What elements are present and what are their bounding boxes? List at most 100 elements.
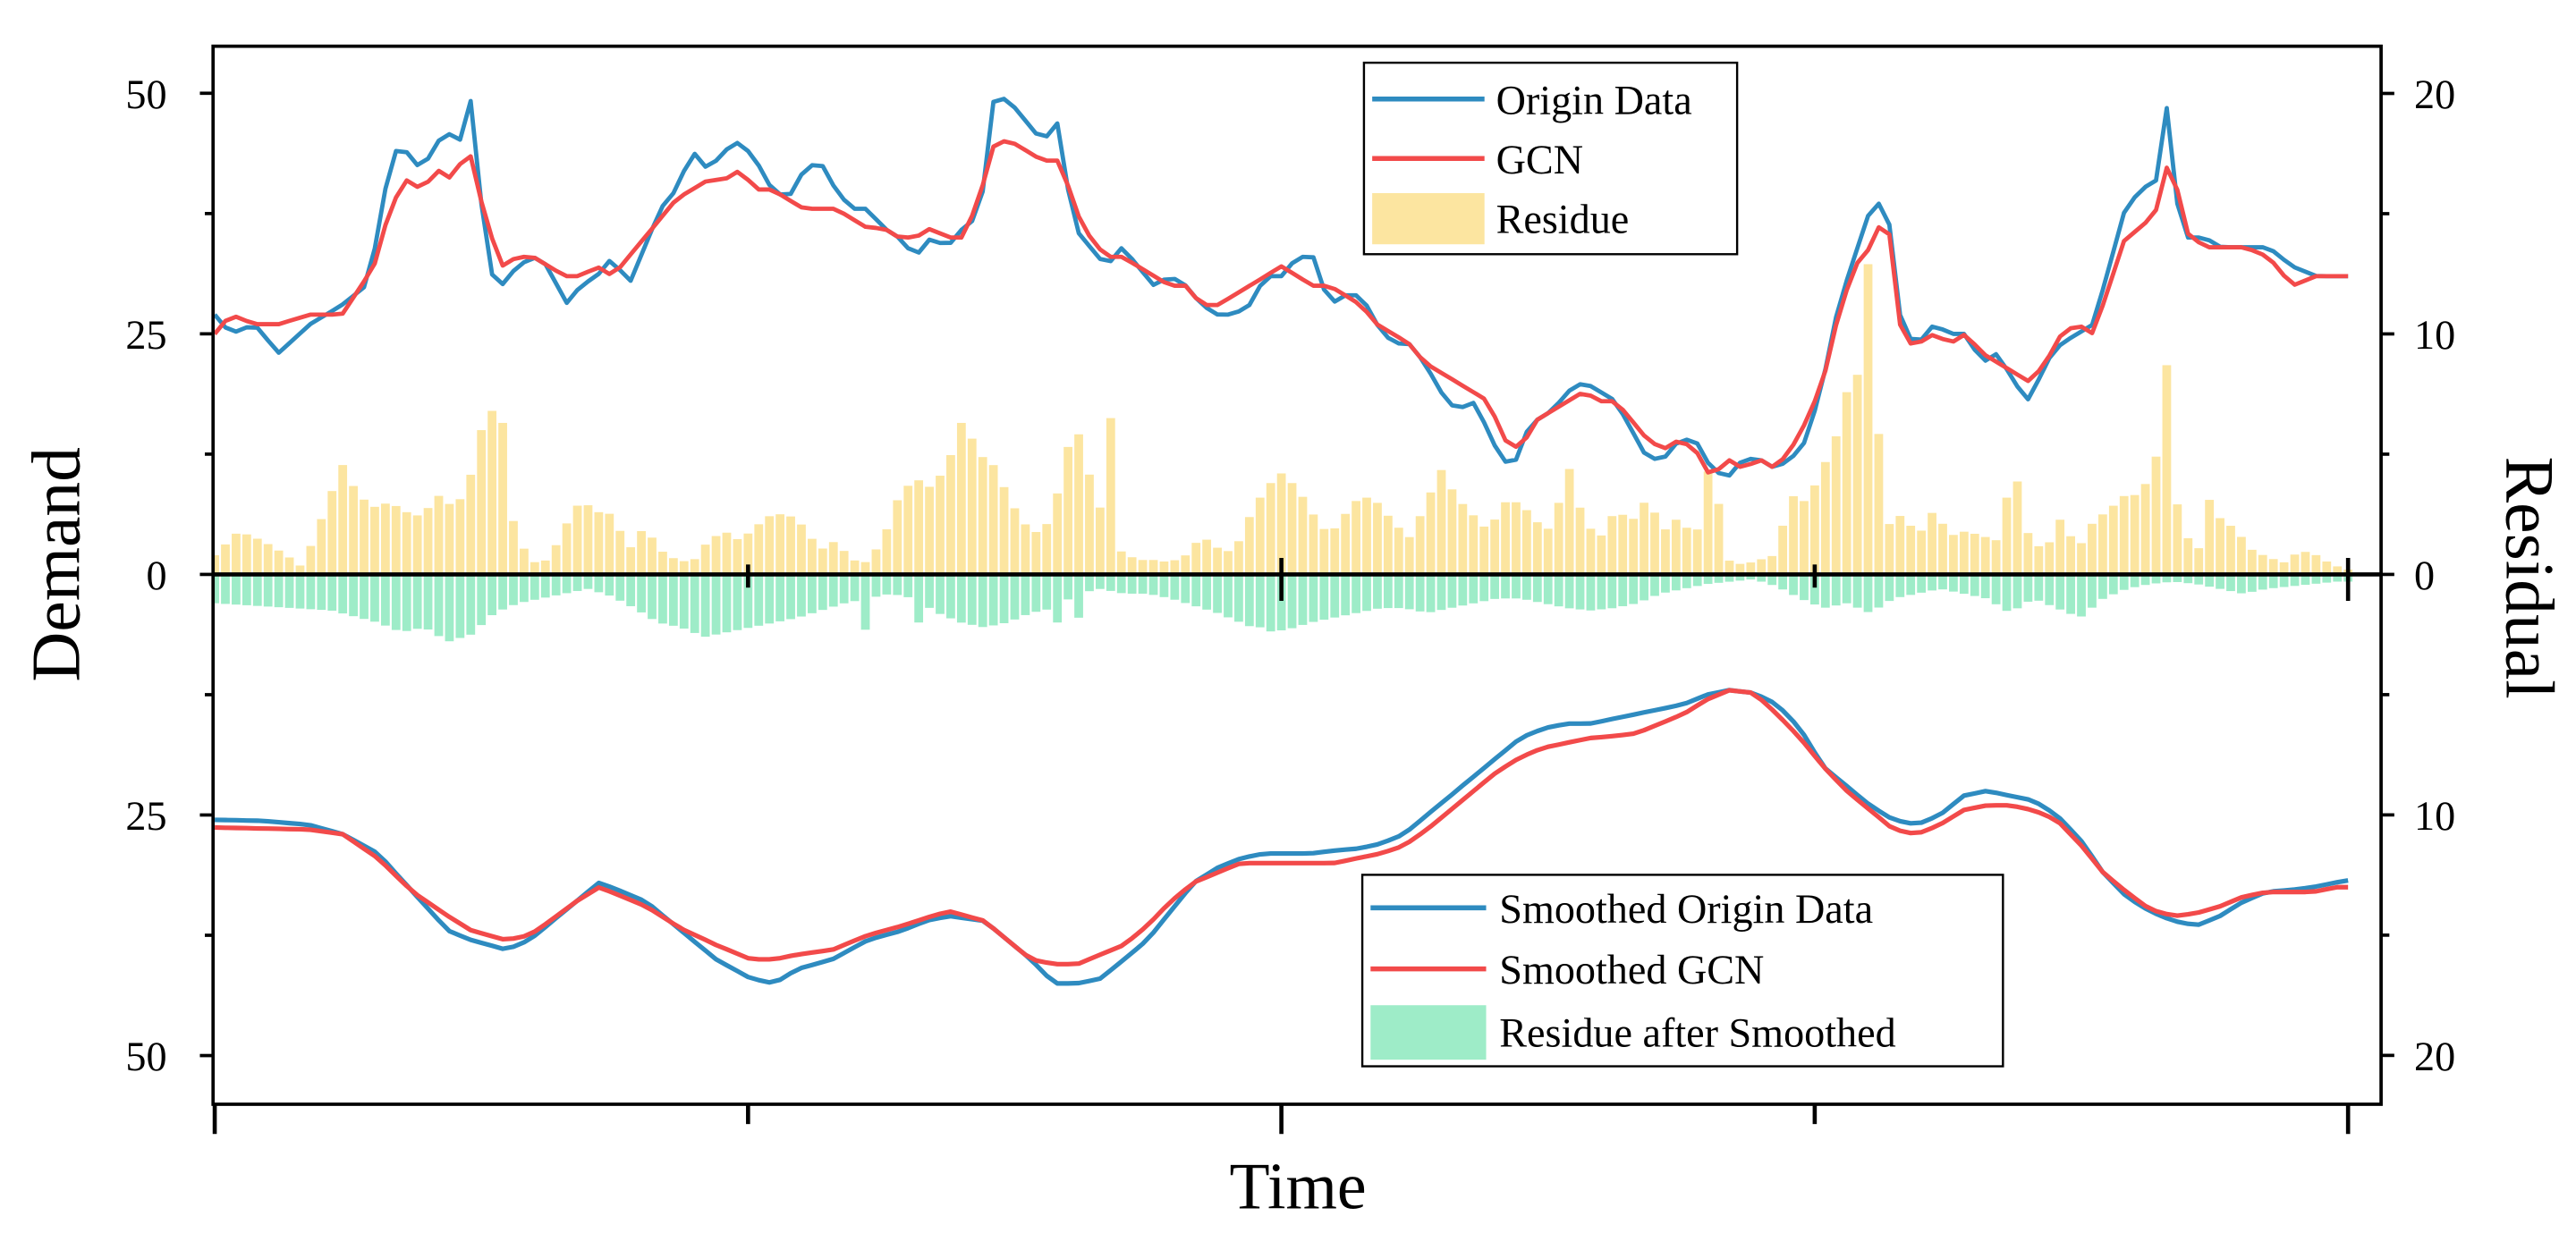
- residue-bar: [434, 495, 444, 575]
- residue-smoothed-bar: [349, 576, 358, 617]
- residue-smoothed-bar: [530, 576, 539, 600]
- residue-smoothed-bar: [1042, 576, 1052, 610]
- residue-smoothed-bar: [658, 576, 667, 624]
- residue-bar: [1906, 526, 1916, 575]
- residue-smoothed-bar: [1874, 576, 1884, 608]
- residue-smoothed-bar: [818, 576, 827, 611]
- residue-smoothed-bar: [498, 576, 507, 610]
- residue-smoothed-bar: [775, 576, 785, 621]
- residue-bar: [648, 537, 657, 575]
- residue-smoothed-bar: [2279, 576, 2289, 587]
- residue-bar: [445, 503, 454, 575]
- residue-smoothed-bar: [914, 576, 924, 623]
- residue-smoothed-bar: [263, 576, 273, 607]
- residue-smoothed-bar: [1074, 576, 1083, 618]
- residue-bar: [594, 511, 604, 575]
- residue-smoothed-bar: [936, 576, 945, 614]
- residue-smoothed-bar: [2162, 576, 2172, 583]
- legend-residue-swatch: [1372, 192, 1485, 245]
- residue-bar: [1852, 375, 1862, 575]
- residue-smoothed-bar: [1490, 576, 1500, 599]
- residue-bar: [1490, 519, 1500, 575]
- right-tick-label: 20: [2414, 1034, 2455, 1079]
- residue-bar: [349, 486, 358, 575]
- residue-bar: [380, 503, 390, 575]
- residue-bar: [551, 545, 561, 575]
- residue-bar: [2268, 559, 2278, 575]
- residue-bar: [1181, 555, 1191, 575]
- residue-smoothed-bar: [1244, 576, 1254, 627]
- residue-bar: [2034, 545, 2044, 575]
- residue-bar: [828, 542, 838, 575]
- residue-smoothed-bar: [871, 576, 881, 597]
- residue-bar: [1980, 536, 1990, 575]
- residue-smoothed-bar: [1415, 576, 1425, 612]
- residue-smoothed-bar: [455, 576, 465, 638]
- residue-smoothed-bar: [391, 576, 401, 630]
- residue-smoothed-bar: [540, 576, 550, 598]
- residue-bar: [509, 520, 518, 575]
- residue-bar: [1661, 529, 1670, 575]
- residue-bar: [2130, 494, 2140, 575]
- residue-bar: [487, 410, 497, 575]
- residue-smoothed-bar: [1458, 576, 1468, 606]
- residue-smoothed-bar: [1831, 576, 1841, 606]
- residue-smoothed-bar: [2173, 576, 2182, 582]
- residue-bar: [2183, 537, 2193, 575]
- residue-bar: [1469, 515, 1479, 575]
- left-tick-label: 50: [125, 1034, 166, 1079]
- residue-bar: [1938, 523, 1947, 575]
- residue-bar: [722, 532, 732, 575]
- residue-bar: [2258, 554, 2267, 575]
- residue-smoothed-bar: [2045, 576, 2055, 605]
- residue-smoothed-bar: [1895, 576, 1905, 597]
- residue-smoothed-bar: [2237, 576, 2246, 594]
- left-tick-label: 25: [125, 793, 166, 839]
- residue-bar: [2077, 543, 2086, 575]
- residue-smoothed-bar: [893, 576, 902, 595]
- residue-smoothed-bar: [423, 576, 433, 630]
- residue-smoothed-bar: [1842, 576, 1852, 604]
- residue-bar: [1618, 514, 1628, 575]
- residue-smoothed-bar: [850, 576, 860, 602]
- residue-smoothed-bar: [1266, 576, 1275, 632]
- residue-smoothed-bar: [797, 576, 806, 617]
- residue-bar: [786, 516, 795, 575]
- residue-bar: [2279, 562, 2289, 575]
- residue-bar: [626, 547, 636, 575]
- residue-bar: [1586, 528, 1596, 575]
- residue-smoothed-bar: [1469, 576, 1479, 604]
- residue-bar: [1597, 535, 1606, 575]
- residue-smoothed-bar: [1607, 576, 1617, 609]
- residue-smoothed-bar: [1352, 576, 1360, 613]
- residue-bar: [925, 486, 934, 575]
- legend-top: Origin Data GCN Residue: [1362, 61, 1739, 256]
- residue-bar: [1010, 508, 1020, 575]
- residue-smoothed-bar: [1426, 576, 1436, 612]
- y-axis-label-left: Demand: [18, 447, 95, 682]
- residue-bar: [1714, 503, 1724, 575]
- residue-bar: [1778, 525, 1788, 575]
- residue-bar: [498, 422, 507, 575]
- legend-residue-smoothed-swatch: [1370, 1005, 1487, 1060]
- residue-smoothed-bar: [882, 576, 892, 595]
- residue-bar: [572, 505, 582, 575]
- residue-bar: [808, 538, 817, 575]
- residue-smoothed-bar: [1778, 576, 1788, 590]
- residue-bar: [1885, 524, 1894, 575]
- residue-smoothed-bar: [445, 576, 454, 642]
- residue-bar: [1309, 514, 1318, 575]
- residue-bar: [1362, 497, 1371, 575]
- left-tick-label: 0: [146, 553, 166, 598]
- residue-smoothed-bar: [1917, 576, 1927, 593]
- residue-bar: [1404, 536, 1414, 575]
- residue-bar: [1021, 524, 1030, 575]
- residue-bar: [1415, 516, 1425, 575]
- residue-bar: [338, 465, 348, 575]
- residue-smoothed-bar: [2183, 576, 2193, 584]
- residue-bar: [1863, 264, 1873, 575]
- residue-bar: [690, 559, 699, 575]
- residue-bar: [274, 550, 284, 575]
- residue-bar: [850, 560, 860, 575]
